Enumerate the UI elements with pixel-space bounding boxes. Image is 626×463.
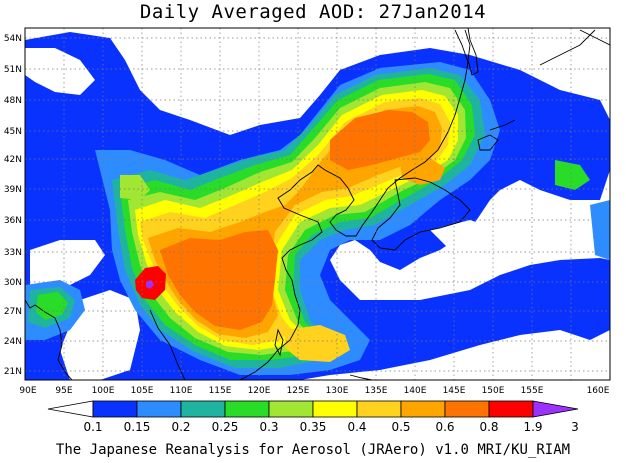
lat-label: 39N — [4, 185, 22, 195]
lat-label: 21N — [4, 367, 22, 377]
colorbar-label: 0.6 — [435, 420, 454, 434]
lat-label: 51N — [4, 65, 22, 75]
colorbar-label: 0.8 — [479, 420, 498, 434]
lon-label: 155E — [521, 386, 544, 396]
colorbar-purple-end — [532, 400, 579, 418]
colorbar-swatch — [136, 400, 182, 418]
colorbar-swatch — [224, 400, 270, 418]
lat-label: 42N — [4, 155, 22, 165]
lat-label: 33N — [4, 248, 22, 258]
lon-label: 90E — [19, 386, 36, 396]
latitude-axis: 54N 51N 48N 45N 42N 39N 36N 33N 30N 27N … — [4, 34, 22, 377]
lon-label: 110E — [170, 386, 193, 396]
lon-label: 105E — [131, 386, 154, 396]
lon-label: 160E — [587, 386, 610, 396]
lon-label: 100E — [92, 386, 115, 396]
lon-label: 135E — [365, 386, 388, 396]
lat-label: 36N — [4, 216, 22, 226]
colorbar-labels: 0.1 0.15 0.2 0.25 0.3 0.35 0.4 0.5 0.6 0… — [83, 420, 578, 434]
lon-label: 115E — [209, 386, 232, 396]
lon-label: 145E — [443, 386, 466, 396]
colorbar-label: 0.4 — [347, 420, 366, 434]
lon-label: 140E — [404, 386, 427, 396]
colorbar-label: 3 — [571, 420, 579, 434]
map-grid — [25, 28, 610, 380]
colorbar-label: 0.25 — [212, 420, 239, 434]
lat-label: 24N — [4, 337, 22, 347]
colorbar-label: 0.5 — [391, 420, 410, 434]
lat-label: 48N — [4, 96, 22, 106]
aod-level-0.6 — [160, 110, 430, 330]
colorbar-label: 0.15 — [124, 420, 151, 434]
lat-label: 30N — [4, 278, 22, 288]
colorbar-swatch — [488, 400, 534, 418]
map-title: Daily Averaged AOD: 27Jan2014 — [139, 1, 487, 23]
colorbar-white-end — [47, 400, 94, 418]
lat-label: 27N — [4, 307, 22, 317]
colorbar-label: 0.1 — [83, 420, 102, 434]
colorbar-label: 0.35 — [300, 420, 327, 434]
colorbar-swatch — [92, 400, 138, 418]
map-frame — [24, 27, 611, 381]
lat-label: 54N — [4, 34, 22, 44]
credit-footer: The Japanese Reanalysis for Aerosol (JRA… — [55, 442, 571, 458]
lat-label: 45N — [4, 127, 22, 137]
aod-field — [25, 28, 610, 380]
lon-label: 120E — [248, 386, 271, 396]
lon-label: 125E — [287, 386, 310, 396]
colorbar — [47, 400, 579, 418]
lon-label: 150E — [482, 386, 505, 396]
coastlines — [25, 28, 610, 380]
colorbar-swatch — [444, 400, 490, 418]
colorbar-swatch — [268, 400, 314, 418]
colorbar-swatch — [400, 400, 446, 418]
colorbar-swatch — [180, 400, 226, 418]
colorbar-swatch — [312, 400, 358, 418]
colorbar-label: 0.2 — [171, 420, 190, 434]
lon-label: 95E — [55, 386, 72, 396]
lon-label: 130E — [326, 386, 349, 396]
colorbar-swatch — [356, 400, 402, 418]
longitude-axis: 90E 95E 100E 105E 110E 115E 120E 125E 13… — [19, 386, 609, 396]
colorbar-label: 0.3 — [259, 420, 278, 434]
colorbar-label: 1.9 — [523, 420, 542, 434]
